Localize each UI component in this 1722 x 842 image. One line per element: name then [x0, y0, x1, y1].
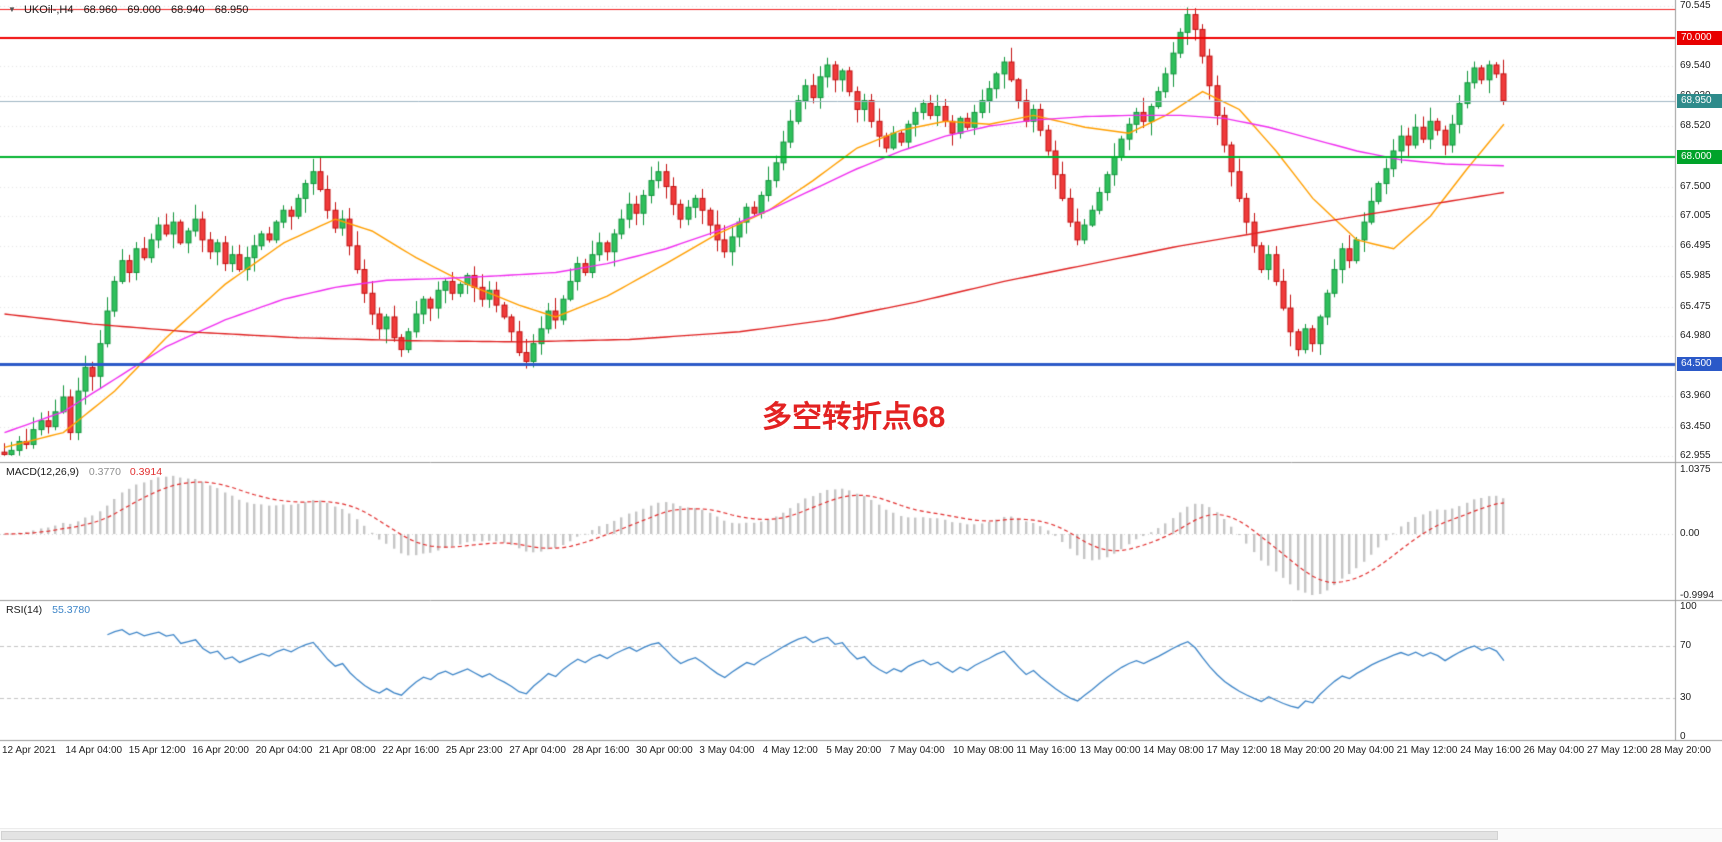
- chart-menu-icon[interactable]: ▼: [8, 5, 16, 14]
- time-axis-label: 27 Apr 04:00: [509, 745, 566, 756]
- rsi-axis-tick: 30: [1680, 692, 1692, 703]
- time-axis-label: 17 May 12:00: [1206, 745, 1268, 756]
- price-axis-tick[interactable]: 70.545: [1680, 0, 1711, 11]
- ohlc-open: 68.960: [83, 4, 118, 16]
- time-axis-label: 28 Apr 16:00: [572, 745, 630, 756]
- time-axis-label: 4 May 12:00: [762, 745, 818, 756]
- symbol-timeframe: UKOil-,H4: [23, 4, 74, 16]
- time-axis-label: 21 May 12:00: [1396, 745, 1458, 756]
- macd-signal-value: 0.3914: [129, 466, 163, 478]
- time-axis-label: 7 May 04:00: [889, 745, 945, 756]
- macd-indicator-label: MACD(12,26,9) 0.3770 0.3914: [6, 466, 162, 478]
- time-axis-label: 20 Apr 04:00: [255, 745, 313, 756]
- time-axis-label: 28 May 20:00: [1650, 745, 1711, 756]
- price-axis-tick[interactable]: 67.005: [1680, 209, 1711, 221]
- price-axis-tick[interactable]: 65.475: [1680, 300, 1711, 312]
- rsi-axis-tick: 100: [1680, 601, 1697, 612]
- ohlc-high: 69.000: [127, 4, 161, 16]
- annotation-text[interactable]: 多空转折点68: [762, 401, 946, 434]
- time-axis-label: 30 Apr 00:00: [636, 745, 693, 756]
- time-axis-label: 13 May 00:00: [1079, 745, 1141, 756]
- rsi-name: RSI(14): [6, 604, 43, 616]
- price-badge: 68.000: [1677, 149, 1722, 164]
- price-axis-tick[interactable]: 62.955: [1680, 450, 1711, 461]
- time-axis-label: 14 Apr 04:00: [65, 745, 123, 756]
- time-axis-label: 21 Apr 08:00: [319, 745, 376, 756]
- time-axis-label: 16 Apr 20:00: [192, 745, 249, 756]
- macd-axis-tick: 0.00: [1680, 528, 1700, 539]
- time-axis-label: 15 Apr 12:00: [128, 745, 186, 756]
- price-axis-tick[interactable]: 63.450: [1680, 420, 1711, 432]
- price-badge: 68.950: [1677, 93, 1722, 108]
- time-axis-label: 14 May 08:00: [1143, 745, 1204, 756]
- time-axis-label: 18 May 20:00: [1270, 745, 1331, 756]
- time-axis-label: 25 Apr 23:00: [445, 745, 503, 756]
- price-badge: 64.500: [1677, 357, 1722, 372]
- price-badge: 70.000: [1677, 31, 1722, 46]
- price-axis-tick[interactable]: 63.960: [1680, 390, 1711, 402]
- macd-axis-tick: 1.0375: [1680, 463, 1711, 475]
- time-axis-label: 12 Apr 2021: [2, 745, 56, 756]
- time-axis-label: 27 May 12:00: [1587, 745, 1648, 756]
- price-axis-tick[interactable]: 68.520: [1680, 120, 1711, 132]
- time-axis-label: 5 May 20:00: [826, 745, 882, 756]
- scrollbar-thumb[interactable]: [1, 831, 1498, 840]
- macd-main-value: 0.3770: [88, 466, 121, 478]
- rsi-axis-tick: 70: [1680, 640, 1692, 651]
- price-axis-tick[interactable]: 69.540: [1680, 59, 1711, 71]
- macd-axis-tick: -0.9994: [1680, 589, 1714, 601]
- horizontal-scrollbar[interactable]: [0, 828, 1722, 842]
- time-axis-label: 24 May 16:00: [1460, 745, 1521, 756]
- rsi-value: 55.3780: [52, 604, 91, 616]
- time-axis-label: 20 May 04:00: [1333, 745, 1394, 756]
- price-axis-tick[interactable]: 67.500: [1680, 180, 1711, 192]
- rsi-axis-tick: 0: [1680, 731, 1686, 742]
- ohlc-low: 68.940: [171, 4, 205, 16]
- rsi-indicator-label: RSI(14) 55.3780: [6, 604, 90, 616]
- time-axis-label: 10 May 08:00: [953, 745, 1014, 756]
- macd-name: MACD(12,26,9): [6, 466, 79, 478]
- price-axis-tick[interactable]: 65.985: [1680, 270, 1711, 282]
- price-axis-tick[interactable]: 64.980: [1680, 329, 1711, 341]
- time-axis-label: 3 May 04:00: [699, 745, 755, 756]
- time-axis-label: 22 Apr 16:00: [382, 745, 440, 756]
- price-axis-tick[interactable]: 66.495: [1680, 240, 1711, 252]
- symbol-info: ▼ UKOil-,H4 68.960 69.000 68.940 68.950: [8, 4, 255, 16]
- time-axis-label: 26 May 04:00: [1523, 745, 1585, 756]
- time-axis-label: 11 May 16:00: [1016, 745, 1077, 756]
- ohlc-close: 68.950: [214, 4, 249, 16]
